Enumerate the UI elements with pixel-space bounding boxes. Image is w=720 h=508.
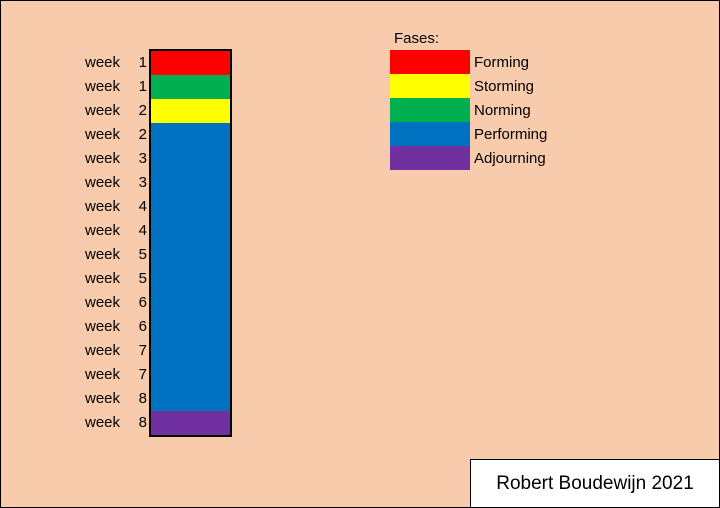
legend-title: Fases:: [394, 30, 440, 47]
week-label: week 8: [85, 387, 149, 411]
phase-segment: [151, 219, 230, 243]
legend-swatch: [390, 146, 470, 170]
phase-segment: [151, 75, 230, 99]
legend-swatch: [390, 74, 470, 98]
legend-item: Norming: [390, 98, 547, 122]
phase-segment: [151, 195, 230, 219]
legend-swatch: [390, 98, 470, 122]
week-number: 5: [138, 270, 147, 287]
week-word: week: [85, 198, 121, 215]
week-number: 8: [138, 390, 147, 407]
week-number: 5: [138, 246, 147, 263]
week-number: 6: [138, 318, 147, 335]
week-number: 8: [138, 414, 147, 431]
phase-segment: [151, 291, 230, 315]
phase-segment: [151, 243, 230, 267]
week-word: week: [85, 246, 121, 263]
week-label: week 1: [85, 75, 149, 99]
legend-swatch: [390, 122, 470, 146]
week-word: week: [85, 102, 121, 119]
week-number: 1: [138, 78, 147, 95]
legend-label: Norming: [474, 101, 531, 119]
week-number: 4: [138, 198, 147, 215]
legend-item: Forming: [390, 50, 547, 74]
phase-segment: [151, 411, 230, 435]
week-label: week 8: [85, 411, 149, 435]
phase-segment: [151, 339, 230, 363]
week-label: week 7: [85, 339, 149, 363]
week-number: 4: [138, 222, 147, 239]
legend-rows: Forming Storming Norming Performing Adjourni…: [390, 50, 547, 170]
week-word: week: [85, 366, 121, 383]
week-label: week 3: [85, 147, 149, 171]
week-label: week 5: [85, 243, 149, 267]
week-number: 1: [138, 54, 147, 71]
week-label: week 3: [85, 171, 149, 195]
week-label: week 6: [85, 315, 149, 339]
week-number: 2: [138, 126, 147, 143]
week-number: 3: [138, 150, 147, 167]
legend-item: Performing: [390, 122, 547, 146]
phase-segment: [151, 363, 230, 387]
phase-segment: [151, 315, 230, 339]
week-word: week: [85, 78, 121, 95]
phase-segment: [151, 123, 230, 147]
phase-segment: [151, 147, 230, 171]
phase-segment: [151, 51, 230, 75]
week-word: week: [85, 390, 121, 407]
legend-swatch: [390, 50, 470, 74]
week-word: week: [85, 54, 121, 71]
week-label: week 4: [85, 195, 149, 219]
legend-label: Storming: [474, 77, 535, 95]
phase-segment: [151, 387, 230, 411]
legend-item: Storming: [390, 74, 547, 98]
week-number: 3: [138, 174, 147, 191]
week-word: week: [85, 294, 121, 311]
phase-segment: [151, 171, 230, 195]
week-label: week 2: [85, 99, 149, 123]
week-labels: week 1 week 1 week 2 week 2 week 3 week 3 week 4 week 4…: [85, 51, 149, 435]
week-number: 6: [138, 294, 147, 311]
week-label: week 4: [85, 219, 149, 243]
legend: Fases: Forming Storming Norming Performing A…: [390, 28, 547, 170]
week-number: 7: [138, 366, 147, 383]
week-number: 2: [138, 102, 147, 119]
week-label: week 1: [85, 51, 149, 75]
week-word: week: [85, 342, 121, 359]
week-word: week: [85, 222, 121, 239]
week-label: week 7: [85, 363, 149, 387]
week-word: week: [85, 150, 121, 167]
legend-item: Adjourning: [390, 146, 547, 170]
phase-bar: [149, 49, 232, 437]
week-label: week 2: [85, 123, 149, 147]
week-word: week: [85, 174, 121, 191]
week-word: week: [85, 318, 121, 335]
legend-label: Adjourning: [474, 149, 546, 167]
week-word: week: [85, 414, 121, 431]
credit-box: Robert Boudewijn 2021: [470, 459, 719, 507]
legend-label: Performing: [474, 125, 548, 143]
week-label: week 6: [85, 291, 149, 315]
week-label: week 5: [85, 267, 149, 291]
week-word: week: [85, 126, 121, 143]
week-word: week: [85, 270, 121, 287]
phase-segment: [151, 267, 230, 291]
phase-segment: [151, 99, 230, 123]
legend-label: Forming: [474, 53, 530, 71]
week-number: 7: [138, 342, 147, 359]
